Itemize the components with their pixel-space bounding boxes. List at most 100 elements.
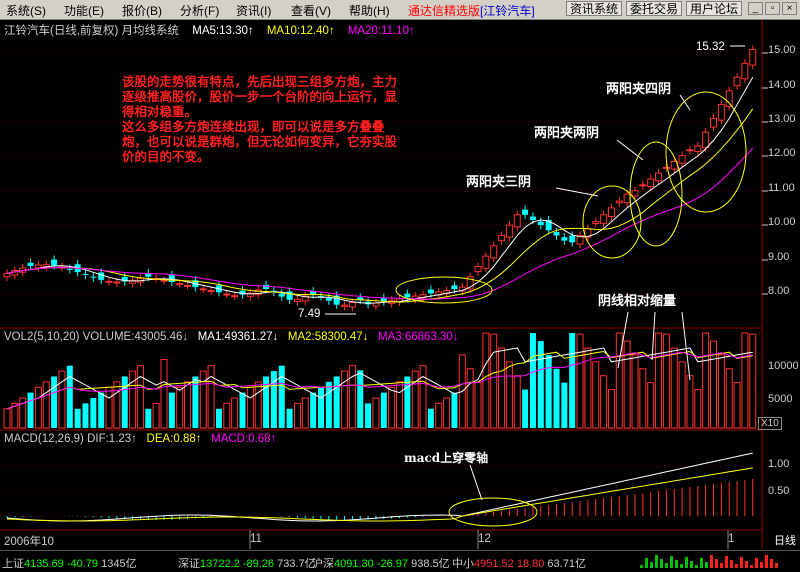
volume-bar — [466, 368, 474, 429]
restore-icon[interactable]: ▫ — [765, 2, 780, 15]
analysis-annotation: 该股的走势很有特点，先后出现三组多方炮，主力逐级推高股价，股价一步一个台阶的向上… — [122, 74, 398, 164]
heat-bar — [775, 563, 778, 568]
status-sh[interactable]: 上证4135.69 -40.79 1345亿 — [2, 558, 137, 570]
brand-title: 通达信精选版[江铃汽车] — [408, 4, 535, 18]
candle-body — [561, 237, 568, 241]
highlight-ellipse — [665, 91, 747, 213]
volume-bar — [623, 340, 631, 429]
heat-bar — [665, 563, 668, 568]
menu-view[interactable]: 查看(V) — [291, 4, 331, 18]
info-system-button[interactable]: 资讯系统 — [566, 1, 623, 16]
highlight-ellipse — [629, 141, 683, 247]
volume-bar — [451, 392, 458, 428]
volume-bar — [749, 333, 757, 429]
candle-body — [694, 145, 702, 152]
candle-body — [662, 166, 670, 169]
menu-help[interactable]: 帮助(H) — [349, 4, 390, 18]
volume-bar — [318, 387, 324, 428]
volume-info-line: VOL2(5,10,20) VOLUME:43005.46↓ MA1:49361… — [4, 331, 459, 343]
x-label-dec: 12 — [478, 533, 491, 545]
volume-unit: X10 — [758, 417, 782, 430]
volume-bar — [74, 408, 81, 428]
candle-body — [207, 290, 215, 293]
volume-bar — [607, 389, 615, 429]
heat-bar — [675, 560, 678, 568]
candle-body — [741, 62, 749, 80]
volume-bar — [34, 386, 42, 429]
dea-label: DEA:0.88↑ — [146, 433, 202, 445]
menu-function[interactable]: 功能(E) — [64, 4, 104, 18]
candle-body — [600, 214, 608, 224]
candle-body — [592, 221, 600, 224]
menu-analysis[interactable]: 分析(F) — [180, 4, 220, 18]
status-hs[interactable]: 沪深4091.30 -26.97 938.5亿 — [312, 558, 450, 570]
forum-button[interactable]: 用户论坛 — [686, 1, 743, 16]
volume-bar — [639, 368, 647, 429]
volume-bar — [741, 332, 749, 429]
candle-body — [199, 288, 207, 291]
volume-bar — [66, 365, 73, 428]
volume-bar — [647, 382, 655, 429]
candle-body — [263, 284, 270, 290]
heat-bar — [695, 565, 698, 568]
heat-bar — [755, 558, 758, 568]
menu-info[interactable]: 资讯(I) — [236, 4, 272, 18]
heat-bar — [725, 556, 728, 568]
trade-button[interactable]: 委托交易 — [626, 1, 683, 16]
macd-title: MACD(12,26,9) DIF:1.23↑ — [4, 433, 137, 445]
volume-bar — [443, 397, 451, 429]
volume-bar — [435, 402, 443, 429]
menu-system[interactable]: 系统(S) — [6, 4, 46, 18]
x-label-nov: 11 — [250, 533, 262, 545]
status-zx[interactable]: 中小4951.52 18.80 63.71亿 — [452, 558, 586, 570]
callout-leader — [617, 311, 629, 369]
volume-bar — [411, 370, 419, 429]
period-label[interactable]: 日线 — [774, 535, 796, 547]
low-price-label: 7.49 — [298, 308, 321, 320]
callout-leader — [679, 94, 691, 111]
heat-bar — [745, 561, 748, 568]
volume-bar — [341, 370, 349, 429]
menu-quote[interactable]: 报价(B) — [122, 4, 162, 18]
candle-body — [631, 190, 639, 197]
candle-body — [121, 276, 128, 282]
candle-body — [286, 291, 293, 300]
volume-bar — [278, 365, 285, 428]
volume-bar — [105, 386, 113, 429]
close-icon[interactable]: × — [782, 2, 797, 15]
status-sz[interactable]: 深证13722.2 -89.26 733.7亿 — [178, 558, 316, 570]
candle-body — [160, 279, 168, 282]
candle-body — [223, 293, 231, 296]
volume-bar — [365, 403, 372, 428]
candle-body — [529, 216, 536, 220]
dea-line — [6, 467, 753, 522]
volume-bar — [490, 333, 498, 429]
candle-body — [293, 298, 301, 303]
heat-bar — [740, 557, 743, 568]
price-info-line: 江铃汽车(日线,前复权) 月均线系统 MA5:13.30↑ MA10:12.40… — [4, 22, 425, 38]
status-bar: 上证4135.69 -40.79 1345亿 深证13722.2 -89.26 … — [0, 550, 800, 572]
volume-bar — [631, 354, 639, 429]
highlight-ellipse — [582, 185, 642, 259]
candle-body — [310, 291, 317, 295]
volume-bar — [27, 392, 34, 428]
volume-bar — [51, 376, 58, 428]
volume-bar — [325, 381, 332, 428]
candle-body — [145, 273, 152, 277]
candle-body — [348, 302, 356, 308]
volume-bar — [246, 386, 254, 429]
volume-bar — [717, 354, 725, 429]
minimize-icon[interactable]: _ — [748, 2, 763, 15]
heat-bar — [765, 555, 768, 568]
callout-leader — [469, 464, 483, 501]
candle-body — [184, 284, 192, 287]
volume-bar — [58, 370, 66, 429]
callout-leader — [681, 311, 691, 381]
volume-bar — [286, 408, 293, 428]
callout-two-yang-four-yin: 两阳夹四阴 — [606, 82, 672, 97]
ma10-label: MA10:12.40↑ — [266, 25, 335, 37]
candle-body — [710, 117, 717, 128]
annotation-shapes — [325, 45, 747, 527]
candle-body — [246, 292, 254, 297]
